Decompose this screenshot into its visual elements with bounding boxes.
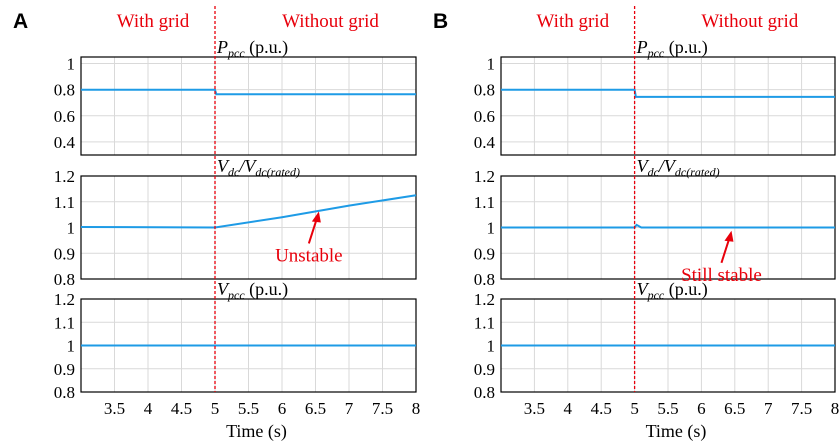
subplot-title: Vdc/Vdc(rated) (637, 156, 720, 179)
x-tick-label: 5.5 (238, 399, 259, 418)
y-tick-label: 1.2 (54, 290, 75, 309)
y-tick-label: 1.2 (54, 167, 75, 186)
y-tick-label: 0.4 (474, 133, 496, 152)
subplot-title: Ppcc (p.u.) (636, 37, 708, 60)
y-tick-label: 1 (67, 337, 76, 356)
panel-b: B With grid Without grid 1 0.8 0.6 0.4 Ppcc (p.… (433, 6, 839, 442)
x-tick-label: 7.5 (791, 399, 812, 418)
panel-a: A With grid Without grid 1 0.8 0.6 0.4 Ppcc (p.… (13, 6, 420, 442)
y-tick-label: 1.1 (474, 313, 495, 332)
x-tick-label: 6 (278, 399, 287, 418)
subplot-3: 1.2 1.1 1 0.9 0.8 Vpcc (p.u.) (474, 279, 836, 402)
plot-frame (500, 56, 836, 156)
y-tick-label: 1 (487, 337, 496, 356)
subplot-2: 1.2 1.1 1 0.9 0.8 Vdc/Vdc(rated) Still stable (474, 156, 836, 289)
y-tick-label: 1.1 (54, 193, 75, 212)
region-label-without-grid: Without grid (282, 11, 379, 32)
x-tick-label: 5 (630, 399, 639, 418)
y-tick-label: 0.9 (474, 360, 495, 379)
x-axis-label: Time (s) (646, 421, 707, 442)
y-tick-label: 0.6 (54, 107, 75, 126)
x-tick-label: 4.5 (171, 399, 192, 418)
y-tick-label: 1.2 (474, 290, 495, 309)
region-label-with-grid: With grid (117, 11, 190, 32)
y-tick-label: 1.1 (54, 313, 75, 332)
subplot-1: 1 0.8 0.6 0.4 Ppcc (p.u.) (474, 37, 836, 156)
panel-label: B (433, 10, 448, 33)
y-tick-label: 0.9 (54, 244, 75, 263)
y-tick-label: 1.1 (474, 193, 495, 212)
region-label-without-grid: Without grid (701, 11, 798, 32)
x-tick-label: 4 (144, 399, 153, 418)
y-tick-label: 0.8 (474, 383, 495, 402)
x-tick-label: 4 (564, 399, 573, 418)
arrow-head-icon (311, 211, 321, 223)
x-tick-label: 7 (764, 399, 773, 418)
x-tick-label: 5 (211, 399, 220, 418)
annotation-label: Unstable (275, 245, 343, 266)
x-tick-label: 6.5 (724, 399, 745, 418)
y-tick-label: 0.9 (474, 244, 495, 263)
y-tick-label: 0.8 (474, 81, 495, 100)
x-tick-label: 3.5 (524, 399, 545, 418)
y-tick-label: 0.6 (474, 107, 495, 126)
y-tick-label: 0.8 (54, 270, 75, 289)
subplot-1: 1 0.8 0.6 0.4 Ppcc (p.u.) (54, 37, 417, 156)
plot-frame (80, 56, 417, 156)
series-line (501, 223, 835, 229)
y-tick-label: 0.4 (54, 133, 76, 152)
subplot-3: 1.2 1.1 1 0.9 0.8 Vpcc (p.u.) (54, 279, 417, 402)
x-tick-label: 4.5 (591, 399, 612, 418)
subplot-title: Vdc/Vdc(rated) (217, 156, 300, 179)
subplot-title: Vpcc (p.u.) (217, 279, 288, 302)
x-tick-label: 6.5 (305, 399, 326, 418)
y-tick-label: 0.8 (54, 81, 75, 100)
arrow-head-icon (724, 230, 734, 242)
series-line (501, 88, 835, 98)
y-tick-label: 0.9 (54, 360, 75, 379)
x-axis-label: Time (s) (226, 421, 287, 442)
panel-label: A (13, 10, 28, 33)
subplot-title: Vpcc (p.u.) (637, 279, 708, 302)
region-label-with-grid: With grid (537, 11, 610, 32)
y-tick-label: 1 (487, 219, 496, 238)
y-tick-label: 0.8 (54, 383, 75, 402)
y-tick-label: 1 (67, 219, 76, 238)
x-tick-label: 5.5 (657, 399, 678, 418)
x-tick-label: 3.5 (104, 399, 125, 418)
x-tick-label: 8 (831, 399, 840, 418)
series-line (80, 194, 417, 229)
x-tick-label: 8 (412, 399, 421, 418)
x-tick-label: 7.5 (372, 399, 393, 418)
annotation-label: Still stable (681, 265, 762, 286)
y-tick-label: 1 (67, 55, 76, 74)
subplot-title: Ppcc (p.u.) (216, 37, 288, 60)
y-tick-label: 1 (487, 55, 496, 74)
x-tick-label: 7 (345, 399, 354, 418)
y-tick-label: 1.2 (474, 167, 495, 186)
subplot-2: 1.2 1.1 1 0.9 0.8 Vdc/Vdc(rated) Unstable (54, 156, 417, 289)
y-tick-label: 0.8 (474, 270, 495, 289)
x-tick-label: 6 (697, 399, 706, 418)
